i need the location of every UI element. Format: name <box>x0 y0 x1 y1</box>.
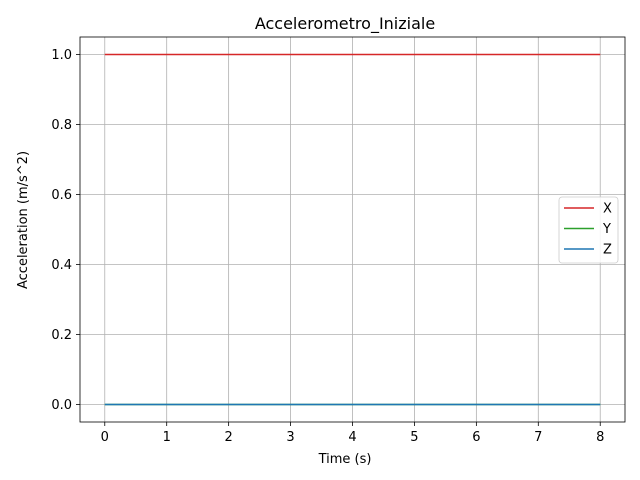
y-tick-label-1: 0.2 <box>51 328 72 343</box>
legend-label-y: Y <box>602 222 611 237</box>
x-tick-label-7: 7 <box>534 430 542 445</box>
legend-label-z: Z <box>603 243 612 258</box>
y-tick-label-3: 0.6 <box>51 188 72 203</box>
y-tick-label-5: 1.0 <box>51 48 72 63</box>
x-tick-label-1: 1 <box>163 430 171 445</box>
legend: XYZ <box>558 196 619 264</box>
x-tick-label-6: 6 <box>472 430 480 445</box>
y-tick-label-4: 0.8 <box>51 118 72 133</box>
legend-box <box>558 196 619 264</box>
y-tick-label-2: 0.4 <box>51 258 72 273</box>
plot-area: 0 1 2 3 4 5 6 7 8 0.0 0.2 0.4 0.6 0.8 1.0 <box>51 36 626 445</box>
x-tick-label-3: 3 <box>286 430 294 445</box>
legend-label-x: X <box>603 202 612 217</box>
x-tick-label-2: 2 <box>224 430 232 445</box>
x-tick-label-5: 5 <box>410 430 418 445</box>
y-tick-label-0: 0.0 <box>51 398 72 413</box>
x-tick-label-4: 4 <box>348 430 356 445</box>
x-tick-label-0: 0 <box>101 430 109 445</box>
x-tick-label-8: 8 <box>596 430 604 445</box>
x-axis-label: Time (s) <box>318 452 372 467</box>
y-axis-label: Acceleration (m/s^2) <box>16 151 31 289</box>
chart-title: Accelerometro_Iniziale <box>255 14 435 34</box>
